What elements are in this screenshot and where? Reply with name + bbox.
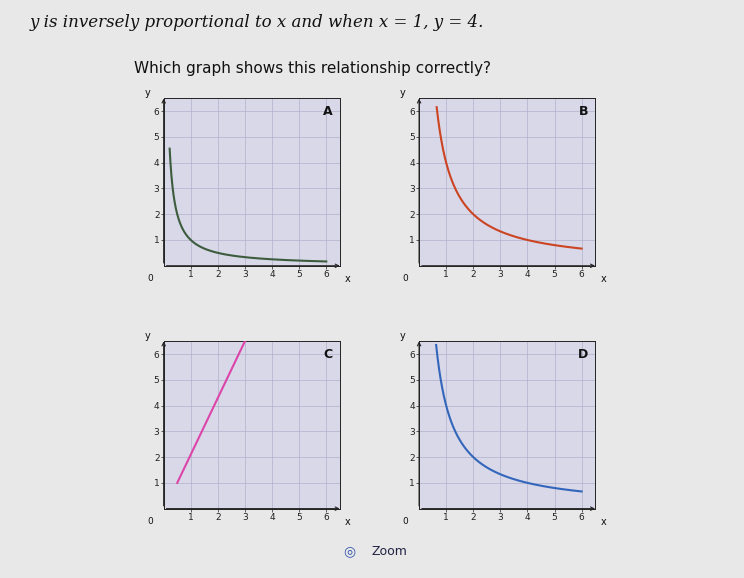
Text: ◎: ◎ [344, 544, 356, 558]
Text: 0: 0 [147, 517, 153, 526]
Text: x: x [600, 273, 606, 284]
Text: 0: 0 [403, 517, 408, 526]
Text: 0: 0 [147, 274, 153, 283]
Text: y: y [144, 88, 150, 98]
Text: Zoom: Zoom [372, 545, 408, 558]
Text: x: x [345, 517, 351, 527]
Text: x: x [345, 273, 351, 284]
Text: y: y [400, 88, 405, 98]
Text: y is inversely proportional to x and when x = 1, y = 4.: y is inversely proportional to x and whe… [30, 14, 484, 31]
Text: B: B [579, 105, 589, 118]
Text: C: C [324, 348, 333, 361]
Text: y: y [144, 331, 150, 341]
Text: x: x [600, 517, 606, 527]
Text: D: D [578, 348, 589, 361]
Text: y: y [400, 331, 405, 341]
Text: Which graph shows this relationship correctly?: Which graph shows this relationship corr… [134, 61, 491, 76]
Text: 0: 0 [403, 274, 408, 283]
Text: A: A [323, 105, 333, 118]
